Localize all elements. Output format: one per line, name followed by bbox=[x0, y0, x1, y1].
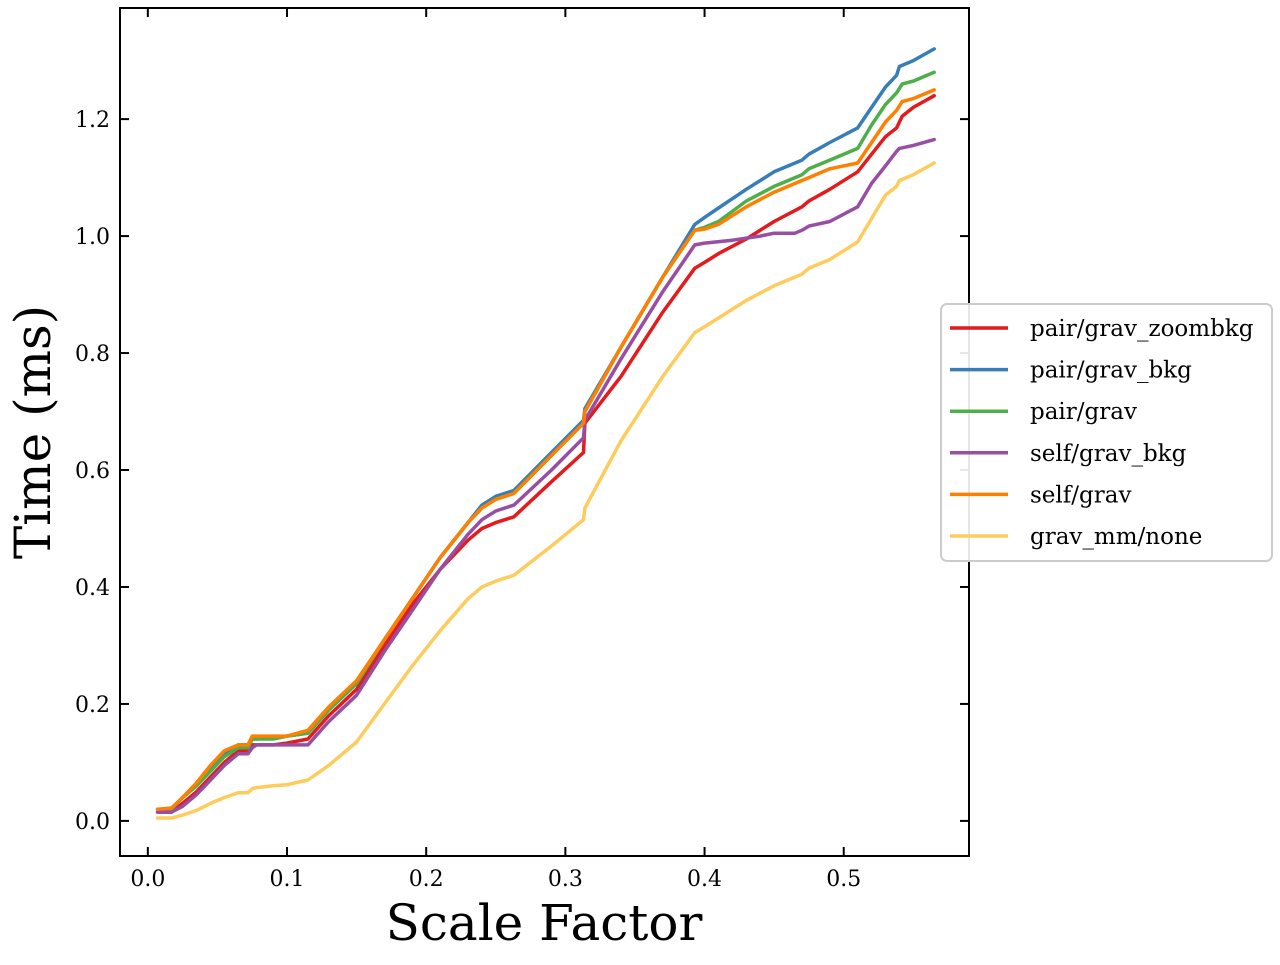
x-axis-label: Scale Factor bbox=[386, 894, 703, 952]
y-tick-label: 1.0 bbox=[75, 225, 110, 250]
y-axis-label: Time (ms) bbox=[4, 305, 62, 559]
legend-label: grav_mm/none bbox=[1030, 524, 1202, 550]
y-tick-label: 0.0 bbox=[75, 810, 110, 835]
y-axis-ticks: 0.0 0.2 0.4 0.6 0.8 1.0 1.2 bbox=[75, 108, 969, 835]
series-lines bbox=[155, 47, 936, 820]
x-tick-label: 0.4 bbox=[687, 867, 722, 892]
y-tick-label: 0.4 bbox=[75, 576, 110, 601]
x-tick-label: 0.0 bbox=[130, 867, 165, 892]
y-tick-label: 0.8 bbox=[75, 342, 110, 367]
series-line-3 bbox=[155, 137, 936, 814]
series-line-5 bbox=[155, 161, 936, 820]
x-tick-label: 0.5 bbox=[826, 867, 861, 892]
series-line-0 bbox=[155, 93, 936, 814]
legend-label: self/grav_bkg bbox=[1030, 441, 1187, 467]
x-tick-label: 0.3 bbox=[548, 867, 583, 892]
legend-label: pair/grav bbox=[1030, 399, 1137, 425]
legend-label: pair/grav_bkg bbox=[1030, 358, 1192, 384]
x-tick-label: 0.1 bbox=[270, 867, 305, 892]
y-tick-label: 1.2 bbox=[75, 108, 110, 133]
legend-label: pair/grav_zoombkg bbox=[1030, 316, 1254, 342]
x-axis-ticks: 0.0 0.1 0.2 0.3 0.4 0.5 bbox=[130, 8, 861, 892]
x-tick-label: 0.2 bbox=[409, 867, 444, 892]
legend-box bbox=[940, 303, 1273, 562]
legend-label: self/grav bbox=[1030, 482, 1131, 508]
y-tick-label: 0.2 bbox=[75, 693, 110, 718]
y-tick-label: 0.6 bbox=[75, 459, 110, 484]
series-line-4 bbox=[155, 88, 936, 811]
legend: pair/grav_zoombkg pair/grav_bkg pair/grav s… bbox=[940, 303, 1273, 562]
